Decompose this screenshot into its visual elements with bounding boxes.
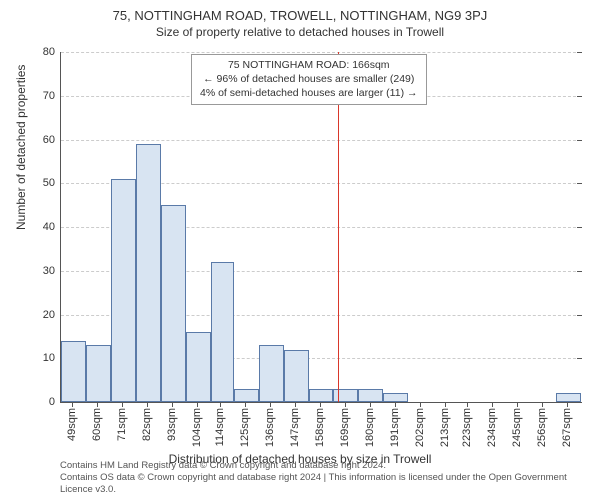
annotation-line: 4% of semi-detached houses are larger (1… (200, 86, 418, 100)
chart: 0102030405060708049sqm60sqm71sqm82sqm93s… (60, 52, 580, 402)
xtick-label: 234sqm (486, 402, 498, 441)
ytick-mark (577, 358, 582, 359)
y-axis-label: Number of detached properties (14, 65, 28, 230)
annotation-line: 75 NOTTINGHAM ROAD: 166sqm (200, 58, 418, 72)
xtick-label: 158sqm (314, 402, 326, 441)
histogram-bar (86, 345, 111, 402)
ytick-label: 40 (43, 221, 61, 233)
xtick-label: 71sqm (116, 402, 128, 435)
ytick-mark (577, 96, 582, 97)
annotation-box: 75 NOTTINGHAM ROAD: 166sqm← 96% of detac… (191, 54, 427, 105)
xtick-label: 104sqm (191, 402, 203, 441)
gridline (61, 140, 581, 141)
xtick-label: 125sqm (239, 402, 251, 441)
xtick-label: 245sqm (511, 402, 523, 441)
xtick-label: 93sqm (166, 402, 178, 435)
ytick-label: 10 (43, 352, 61, 364)
plot-area: 0102030405060708049sqm60sqm71sqm82sqm93s… (60, 52, 581, 403)
ytick-label: 20 (43, 309, 61, 321)
histogram-bar (234, 389, 259, 402)
xtick-label: 82sqm (141, 402, 153, 435)
xtick-label: 147sqm (289, 402, 301, 441)
ytick-mark (577, 315, 582, 316)
xtick-label: 136sqm (264, 402, 276, 441)
ytick-mark (577, 271, 582, 272)
xtick-label: 49sqm (66, 402, 78, 435)
histogram-bar (186, 332, 211, 402)
page-title: 75, NOTTINGHAM ROAD, TROWELL, NOTTINGHAM… (0, 0, 600, 23)
footer-line-2: Contains OS data © Crown copyright and d… (60, 472, 590, 496)
ytick-mark (577, 183, 582, 184)
gridline (61, 52, 581, 53)
footer-line-1: Contains HM Land Registry data © Crown c… (60, 460, 590, 472)
ytick-mark (577, 52, 582, 53)
histogram-bar (284, 350, 309, 403)
xtick-label: 60sqm (91, 402, 103, 435)
xtick-label: 213sqm (439, 402, 451, 441)
ytick-label: 60 (43, 134, 61, 146)
histogram-bar (358, 389, 383, 402)
histogram-bar (136, 144, 161, 402)
histogram-bar (61, 341, 86, 402)
histogram-bar (161, 205, 186, 402)
xtick-label: 191sqm (389, 402, 401, 441)
xtick-label: 223sqm (461, 402, 473, 441)
ytick-label: 50 (43, 177, 61, 189)
histogram-bar (556, 393, 581, 402)
xtick-label: 169sqm (339, 402, 351, 441)
ytick-mark (577, 140, 582, 141)
xtick-label: 180sqm (364, 402, 376, 441)
ytick-label: 0 (49, 396, 61, 408)
ytick-label: 70 (43, 90, 61, 102)
footer: Contains HM Land Registry data © Crown c… (60, 460, 590, 496)
histogram-bar (111, 179, 136, 402)
ytick-mark (577, 227, 582, 228)
histogram-bar (383, 393, 408, 402)
ytick-label: 80 (43, 46, 61, 58)
histogram-bar (309, 389, 334, 402)
histogram-bar (259, 345, 284, 402)
ytick-mark (577, 402, 582, 403)
page-subtitle: Size of property relative to detached ho… (0, 23, 600, 39)
xtick-label: 267sqm (561, 402, 573, 441)
annotation-line: ← 96% of detached houses are smaller (24… (200, 72, 418, 86)
ytick-label: 30 (43, 265, 61, 277)
xtick-label: 256sqm (536, 402, 548, 441)
xtick-label: 114sqm (214, 402, 226, 440)
xtick-label: 202sqm (414, 402, 426, 441)
histogram-bar (211, 262, 234, 402)
